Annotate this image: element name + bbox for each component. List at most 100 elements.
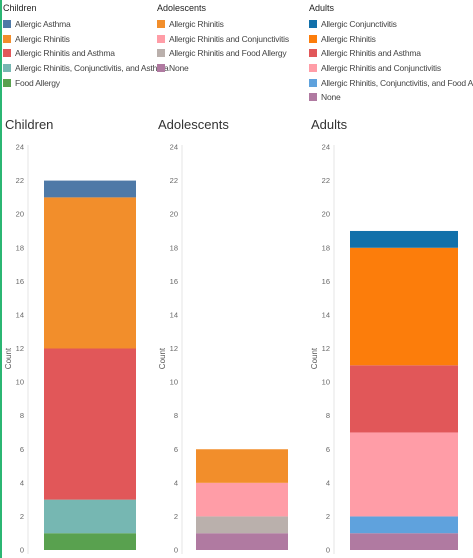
legend-item[interactable]: Allergic Asthma bbox=[3, 17, 169, 32]
legend-swatch bbox=[157, 34, 165, 43]
legend-label: Allergic Rhinitis and Asthma bbox=[321, 48, 421, 59]
legend-swatch bbox=[309, 34, 317, 43]
legend-label: None bbox=[321, 92, 341, 103]
legend-item[interactable]: Allergic Rhinitis, Conjunctivitis, and A… bbox=[3, 61, 169, 76]
legend-swatch bbox=[309, 78, 317, 87]
legend-label: Allergic Asthma bbox=[15, 19, 71, 30]
y-tick-label: 2 bbox=[326, 512, 330, 521]
y-tick-label: 10 bbox=[170, 378, 178, 387]
legend-item[interactable]: Allergic Conjunctivitis bbox=[309, 17, 473, 32]
legend-item[interactable]: Allergic Rhinitis and Food Allergy bbox=[157, 46, 289, 61]
legend-swatch bbox=[3, 64, 11, 73]
y-tick-label: 10 bbox=[16, 378, 24, 387]
y-axis-label: Count bbox=[4, 347, 13, 369]
legend-swatch bbox=[309, 20, 317, 29]
y-tick-label: 22 bbox=[170, 176, 178, 185]
y-tick-label: 20 bbox=[170, 210, 178, 219]
y-tick-label: 24 bbox=[170, 143, 178, 152]
legend-adolescents: Adolescents Allergic Rhinitis Allergic Rhi… bbox=[157, 3, 289, 75]
bar-segment[interactable] bbox=[350, 516, 458, 534]
legend-label: Allergic Rhinitis and Conjunctivitis bbox=[169, 33, 289, 44]
legend-label: Allergic Rhinitis, Conjunctivitis, and A… bbox=[15, 63, 169, 74]
legend-title: Adults bbox=[309, 3, 335, 13]
legend-swatch bbox=[3, 78, 11, 87]
bar-segment[interactable] bbox=[44, 197, 136, 349]
y-tick-label: 24 bbox=[16, 143, 24, 152]
bar-segment[interactable] bbox=[44, 180, 136, 198]
y-tick-label: 22 bbox=[16, 176, 24, 185]
y-tick-label: 18 bbox=[16, 243, 24, 252]
legend-swatch bbox=[309, 93, 317, 102]
legend-label: Allergic Rhinitis and Asthma bbox=[15, 48, 115, 59]
bar-segment[interactable] bbox=[196, 449, 288, 483]
legend-swatch bbox=[157, 20, 165, 29]
legend-label: Food Allergy bbox=[15, 77, 60, 88]
bar-segment[interactable] bbox=[350, 230, 458, 248]
legend-label: Allergic Rhinitis bbox=[15, 33, 70, 44]
chart-title-adolescents: Adolescents bbox=[158, 117, 229, 132]
legend-swatch bbox=[157, 49, 165, 58]
y-tick-label: 6 bbox=[326, 445, 330, 454]
legend-swatch bbox=[157, 64, 165, 73]
legend-label: Allergic Rhinitis bbox=[169, 19, 224, 30]
y-tick-label: 4 bbox=[326, 478, 330, 487]
y-tick-label: 4 bbox=[20, 478, 24, 487]
legend-item[interactable]: Allergic Rhinitis and Asthma bbox=[309, 46, 473, 61]
y-tick-label: 8 bbox=[326, 411, 330, 420]
left-accent-bar bbox=[0, 0, 2, 558]
legend-item[interactable]: None bbox=[309, 90, 473, 105]
y-tick-label: 14 bbox=[322, 310, 330, 319]
legend-label: Allergic Rhinitis and Food Allergy bbox=[169, 48, 287, 59]
y-tick-label: 8 bbox=[174, 411, 178, 420]
legend-title: Children bbox=[3, 3, 37, 13]
legend-swatch bbox=[309, 49, 317, 58]
legend-item[interactable]: None bbox=[157, 61, 289, 76]
chart-title-children: Children bbox=[5, 117, 54, 132]
legend-swatch bbox=[3, 34, 11, 43]
legend-label: Allergic Rhinitis and Conjunctivitis bbox=[321, 63, 441, 74]
bar-segment[interactable] bbox=[44, 348, 136, 500]
legend-item[interactable]: Food Allergy bbox=[3, 75, 169, 90]
y-tick-label: 14 bbox=[170, 310, 178, 319]
y-tick-label: 0 bbox=[326, 546, 330, 555]
y-tick-label: 24 bbox=[322, 143, 330, 152]
y-tick-label: 6 bbox=[20, 445, 24, 454]
legend-swatch bbox=[309, 64, 317, 73]
y-tick-label: 0 bbox=[174, 546, 178, 555]
legend-item[interactable]: Allergic Rhinitis, Conjunctivitis, and F… bbox=[309, 75, 473, 90]
bar-segment[interactable] bbox=[44, 533, 136, 550]
bar-segment[interactable] bbox=[196, 482, 288, 517]
legend-item[interactable]: Allergic Rhinitis bbox=[309, 32, 473, 47]
y-tick-label: 20 bbox=[16, 210, 24, 219]
y-tick-label: 18 bbox=[170, 243, 178, 252]
legend-item[interactable]: Allergic Rhinitis bbox=[3, 32, 169, 47]
legend-children: Children Allergic Asthma Allergic Rhinitis… bbox=[3, 3, 169, 90]
bar-segment[interactable] bbox=[350, 432, 458, 517]
legend-adults: Adults Allergic Conjunctivitis Allergic Rh… bbox=[309, 3, 473, 105]
legend-item[interactable]: Allergic Rhinitis and Conjunctivitis bbox=[309, 61, 473, 76]
bar-segment[interactable] bbox=[44, 499, 136, 534]
y-tick-label: 16 bbox=[16, 277, 24, 286]
legend-label: Allergic Rhinitis, Conjunctivitis, and F… bbox=[321, 77, 473, 88]
legend-swatch bbox=[3, 49, 11, 58]
legend-title: Adolescents bbox=[157, 3, 207, 13]
legend-label: Allergic Conjunctivitis bbox=[321, 19, 397, 30]
y-tick-label: 8 bbox=[20, 411, 24, 420]
legend-item[interactable]: Allergic Rhinitis and Conjunctivitis bbox=[157, 32, 289, 47]
y-tick-label: 12 bbox=[322, 344, 330, 353]
bar-segment[interactable] bbox=[196, 516, 288, 534]
legend-item[interactable]: Allergic Rhinitis and Asthma bbox=[3, 46, 169, 61]
y-tick-label: 10 bbox=[322, 378, 330, 387]
bar-segment[interactable] bbox=[196, 533, 288, 550]
bar-segment[interactable] bbox=[350, 533, 458, 550]
y-tick-label: 12 bbox=[170, 344, 178, 353]
bar-segment[interactable] bbox=[350, 247, 458, 366]
y-tick-label: 18 bbox=[322, 243, 330, 252]
bar-segment[interactable] bbox=[350, 365, 458, 433]
legend-item[interactable]: Allergic Rhinitis bbox=[157, 17, 289, 32]
y-tick-label: 16 bbox=[170, 277, 178, 286]
y-tick-label: 2 bbox=[174, 512, 178, 521]
y-tick-label: 6 bbox=[174, 445, 178, 454]
